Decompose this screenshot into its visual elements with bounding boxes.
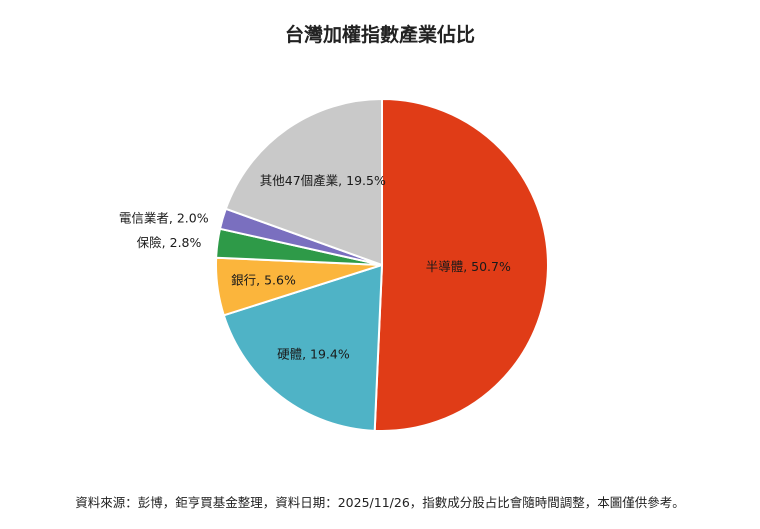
pie-chart: 半導體, 50.7% 硬體, 19.4% 銀行, 5.6% 保險, 2.8% 電信業者,…	[119, 97, 549, 432]
slice-label-6: 其他47個產業, 19.5%	[260, 173, 386, 188]
slice-label-1: 半導體, 50.7%	[426, 259, 511, 274]
pie-slice-2	[222, 263, 384, 432]
slice-label-5: 電信業者, 2.0%	[119, 211, 209, 226]
slice-label-4: 保險, 2.8%	[137, 235, 202, 250]
pie-slice-1	[373, 97, 549, 432]
pie-slice-6	[224, 97, 383, 267]
slice-label-3: 銀行, 5.6%	[231, 273, 296, 288]
slice-label-2: 硬體, 19.4%	[277, 347, 350, 362]
source-note: 資料來源：彭博，鉅亨買基金整理，資料日期：2025/11/26，指數成分股占比會…	[75, 495, 685, 510]
chart-title: 台灣加權指數產業佔比	[284, 24, 475, 46]
